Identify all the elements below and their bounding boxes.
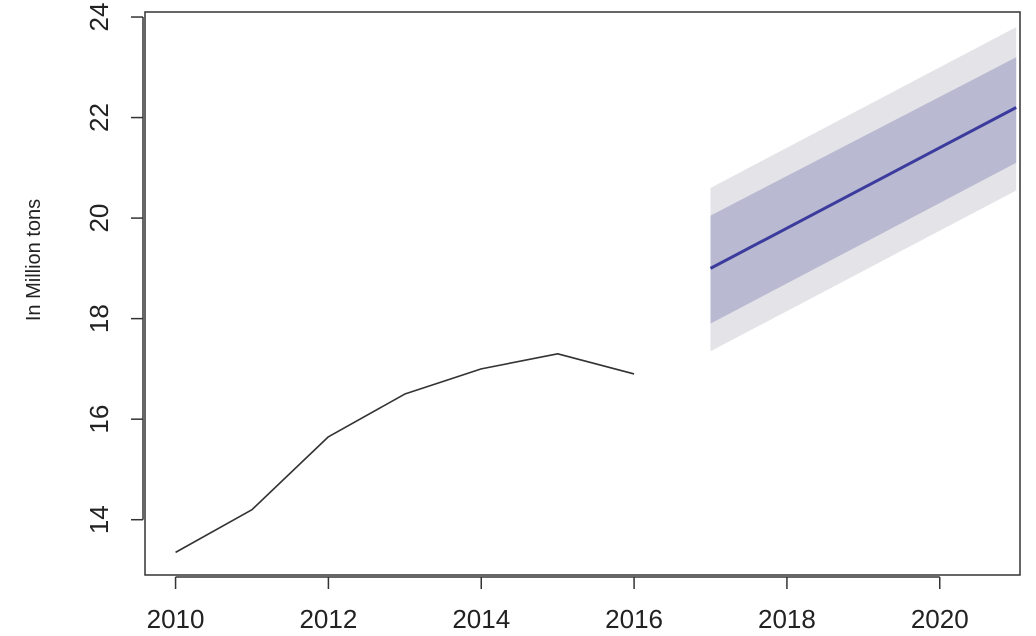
y-tick-label: 14: [84, 505, 114, 534]
confidence-band-80: [710, 57, 1017, 324]
y-tick-label: 22: [84, 103, 114, 132]
plot-frame: [144, 11, 1021, 576]
y-tick-label: 18: [84, 304, 114, 333]
x-tick-label: 2010: [147, 604, 205, 634]
forecast-series-line: [709, 106, 1017, 270]
x-tick-label: 2014: [452, 604, 510, 634]
x-tick-label: 2020: [911, 604, 969, 634]
observed-series-line: [175, 353, 635, 554]
x-tick-label: 2012: [299, 604, 357, 634]
y-axis: 14 16 18 20 22 24: [84, 3, 144, 534]
y-tick-label: 20: [84, 204, 114, 233]
y-tick-label: 16: [84, 405, 114, 434]
x-axis: 2010 2012 2014 2016 2018 2020: [147, 576, 969, 634]
y-axis-title: In Million tons: [23, 199, 45, 321]
x-tick-label: 2016: [605, 604, 663, 634]
series-lines: [175, 106, 1017, 554]
y-tick-label: 24: [84, 3, 114, 32]
x-tick-label: 2018: [758, 604, 816, 634]
